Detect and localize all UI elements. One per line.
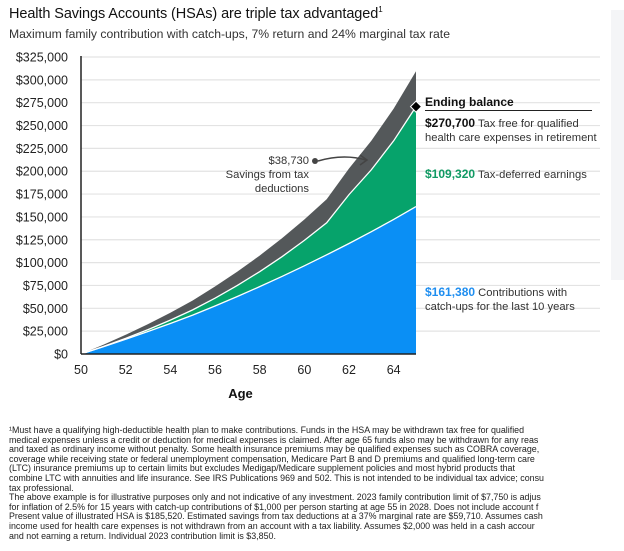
contributions-value: $161,380 — [425, 285, 476, 299]
x-tick-label: 52 — [119, 363, 133, 377]
earnings-value: $109,320 — [425, 167, 476, 181]
y-tick-label: $125,000 — [16, 233, 68, 247]
footnote-line: medical expenses unless a credit or dedu… — [9, 434, 539, 445]
side-panel — [611, 10, 624, 280]
ending-balance-annotation: $270,700 Tax free for qualified health c… — [425, 116, 624, 145]
contributions-text-line1: Contributions with — [478, 287, 568, 299]
savings-arrow-line — [317, 156, 367, 162]
y-tick-label: $100,000 — [16, 256, 68, 270]
ending-balance-value: $270,700 — [425, 116, 476, 130]
ending-balance-title: Ending balance — [425, 95, 592, 111]
chart-title-text: Health Savings Accounts (HSAs) are tripl… — [9, 5, 379, 22]
y-tick-label: $325,000 — [16, 51, 68, 65]
footnote-line: Present value of illustrated HSA is $185… — [9, 511, 543, 522]
footnote-line: ¹Must have a qualifying high-deductible … — [9, 426, 525, 435]
savings-annotation: $38,730 Savings from tax deductions — [190, 154, 309, 196]
footnote-line: (LTC) insurance premiums up to certain l… — [9, 463, 515, 474]
contributions-annotation: $161,380 Contributions with catch-ups fo… — [425, 285, 624, 314]
footnote-line: coverage while receiving state or federa… — [9, 453, 535, 464]
y-tick-label: $50,000 — [23, 302, 68, 316]
footnote-line: for inflation of 2.5% for 15 years with … — [9, 501, 539, 512]
earnings-area — [81, 106, 416, 354]
axes — [80, 56, 416, 355]
x-tick-label: 58 — [253, 363, 267, 377]
y-tick-label: $75,000 — [23, 279, 68, 293]
footnote-line: income used for health care expenses is … — [9, 520, 535, 531]
savings-arrow-head — [359, 154, 369, 166]
contributions-text-line2: catch-ups for the last 10 years — [425, 301, 575, 313]
x-axis-label: Age — [228, 386, 253, 401]
chart-annotations — [312, 100, 423, 166]
x-tick-label: 54 — [163, 363, 177, 377]
footnote: ¹Must have a qualifying high-deductible … — [9, 426, 624, 541]
footnote-line: combine LTC with annuities and life insu… — [9, 472, 544, 483]
title-footnote-marker: 1 — [378, 5, 383, 14]
footnote-line: and not earning a return. Individual 202… — [9, 530, 276, 541]
x-axis-ticks: 50 52 54 56 58 60 62 64 — [74, 363, 401, 377]
ending-balance-marker — [409, 100, 423, 113]
y-tick-label: $150,000 — [16, 210, 68, 224]
y-axis-ticks: $0 $25,000 $50,000 $75,000 $100,000 $125,000 $… — [16, 51, 68, 362]
areas — [80, 71, 417, 355]
footnote-line: tax professional. — [9, 482, 74, 493]
y-tick-label: $275,000 — [16, 96, 68, 110]
x-tick-label: 62 — [342, 363, 356, 377]
footnote-line: The above example is for illustrative pu… — [9, 492, 541, 503]
footnote-line: and taxed as ordinary income without pen… — [9, 444, 540, 455]
y-tick-label: $250,000 — [16, 119, 68, 133]
earnings-text: Tax-deferred earnings — [477, 169, 587, 181]
chart: $0 $25,000 $50,000 $75,000 $100,000 $125,000 $… — [16, 51, 600, 401]
x-tick-label: 56 — [208, 363, 222, 377]
savings-arrow-dot — [312, 158, 318, 164]
x-tick-label: 50 — [74, 363, 88, 377]
savings-text-line2: deductions — [254, 183, 309, 195]
savings-text-line1: Savings from tax — [225, 169, 309, 181]
ending-balance-text-line2: health care expenses in retirement — [425, 132, 597, 144]
y-tick-label: $175,000 — [16, 188, 68, 202]
chart-title: Health Savings Accounts (HSAs) are tripl… — [9, 5, 383, 22]
earnings-annotation: $109,320 Tax-deferred earnings — [425, 167, 624, 182]
contributions-area — [81, 206, 416, 354]
series-separator — [80, 106, 417, 355]
y-tick-label: $225,000 — [16, 142, 68, 156]
x-tick-label: 64 — [387, 363, 401, 377]
y-tick-label: $200,000 — [16, 165, 68, 179]
y-tick-label: $300,000 — [16, 73, 68, 87]
x-tick-label: 60 — [297, 363, 311, 377]
savings-value: $38,730 — [268, 155, 309, 167]
ending-balance-text-line1: Tax free for qualified — [477, 118, 579, 130]
series-separator — [80, 205, 417, 355]
y-tick-label: $25,000 — [23, 325, 68, 339]
y-tick-label: $0 — [54, 348, 68, 362]
chart-subtitle: Maximum family contribution with catch-u… — [9, 27, 450, 41]
